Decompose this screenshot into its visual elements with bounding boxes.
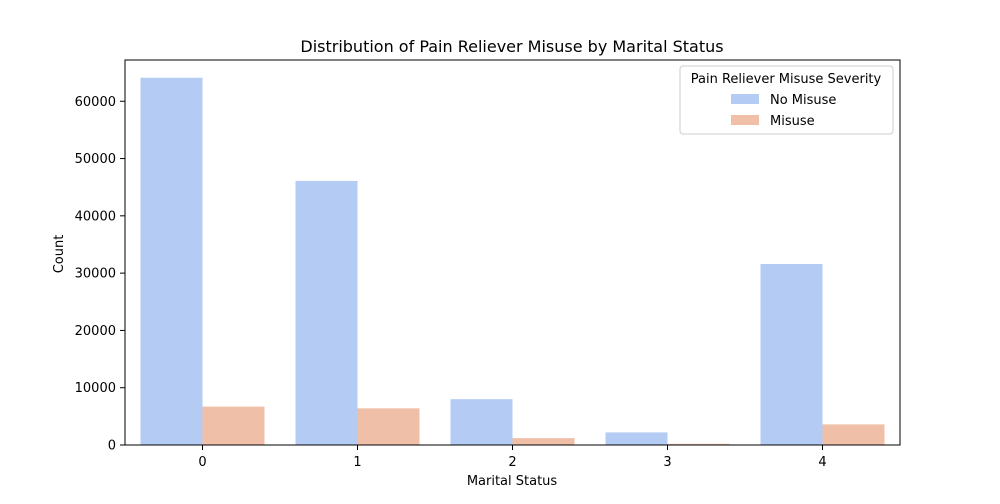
x-axis-title: Marital Status (467, 474, 558, 489)
y-tick-label: 60000 (75, 95, 116, 110)
bar-misuse-3 (667, 443, 730, 445)
bar-no-misuse-1 (295, 180, 358, 445)
legend: Pain Reliever Misuse Severity No Misuse M… (679, 65, 894, 135)
legend-label-no-misuse: No Misuse (770, 93, 836, 108)
bar-no-misuse-3 (605, 432, 668, 445)
legend-title: Pain Reliever Misuse Severity (691, 72, 882, 87)
bar-no-misuse-2 (450, 399, 513, 445)
legend-swatch-no-misuse (731, 94, 759, 104)
y-tick-label: 20000 (75, 324, 116, 339)
y-axis-title: Count (52, 235, 67, 274)
x-tick-label: 2 (508, 455, 516, 470)
bar-no-misuse-0 (140, 77, 203, 445)
x-tick-label: 0 (198, 455, 206, 470)
legend-entries: No Misuse Misuse (731, 93, 836, 129)
y-tick-label: 50000 (75, 152, 116, 167)
x-tick-label: 3 (663, 455, 671, 470)
legend-swatch-misuse (731, 115, 759, 125)
bar-misuse-0 (202, 406, 265, 445)
bar-misuse-2 (512, 438, 575, 446)
bar-misuse-1 (357, 408, 420, 445)
bar-misuse-4 (822, 424, 885, 446)
chart-title: Distribution of Pain Reliever Misuse by … (300, 37, 723, 56)
axes-layer: 0 10000 20000 30000 40000 50000 60000 0 1 2 3 4 (75, 59, 901, 470)
bars-layer (140, 77, 885, 446)
bar-no-misuse-4 (760, 263, 823, 445)
legend-label-misuse: Misuse (770, 114, 815, 129)
y-tick-label: 40000 (75, 209, 116, 224)
x-tick-label: 4 (818, 455, 826, 470)
x-tick-label: 1 (353, 455, 361, 470)
y-tick-label: 0 (108, 439, 116, 454)
y-tick-label: 10000 (75, 381, 116, 396)
y-tick-label: 30000 (75, 267, 116, 282)
